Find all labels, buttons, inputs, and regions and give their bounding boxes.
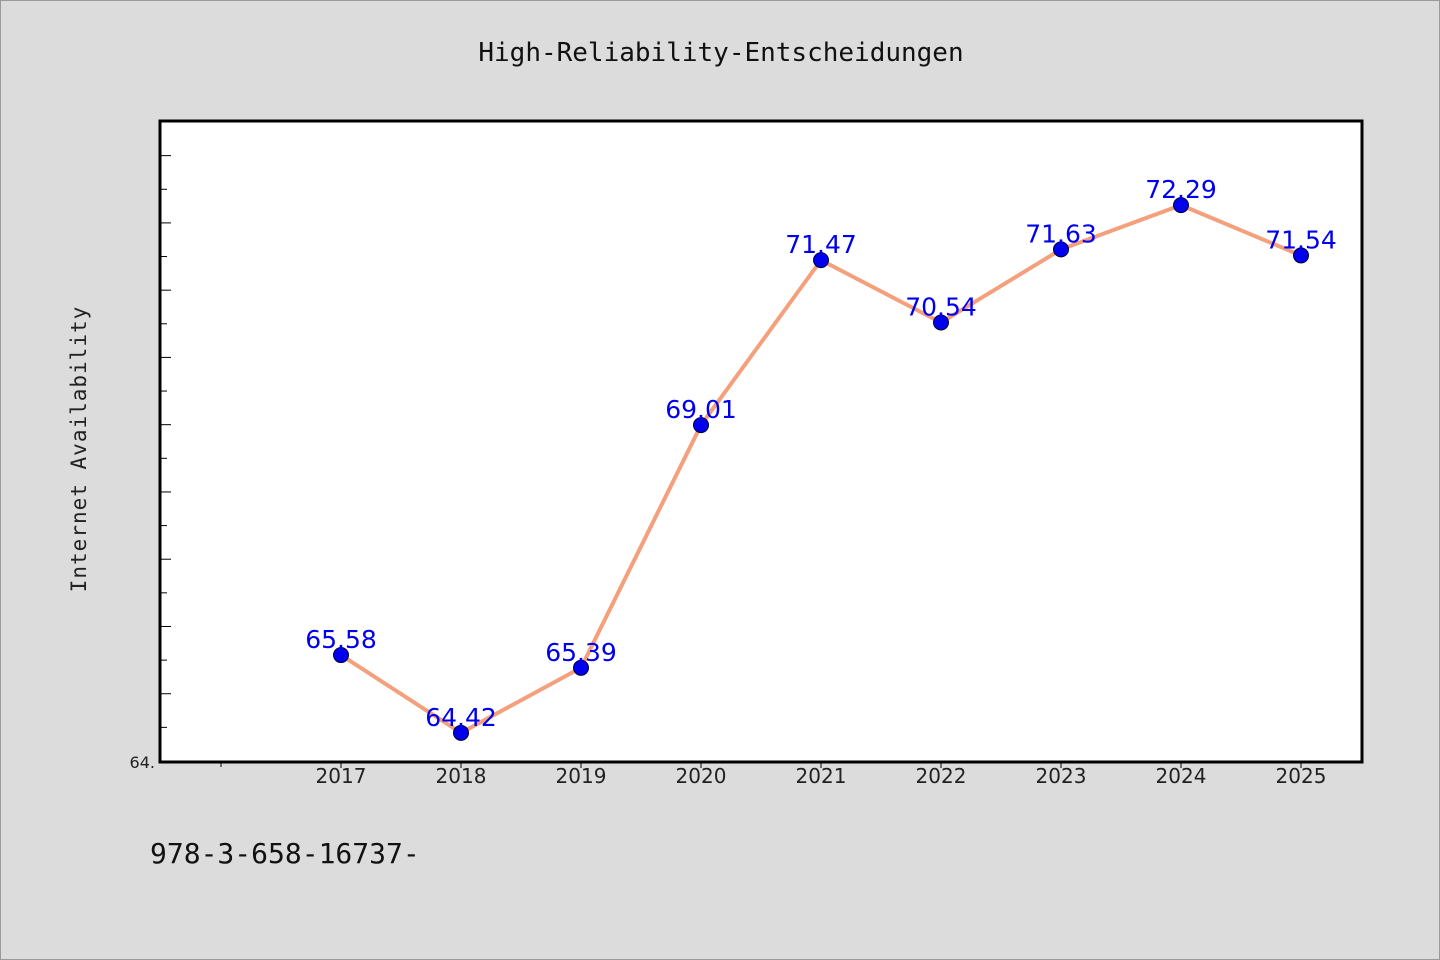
data-point-2022	[933, 314, 949, 331]
data-label-2018: 64.42	[425, 703, 497, 732]
x-tick-label-2025: 2025	[1276, 764, 1327, 788]
y-axis-ticks	[161, 121, 171, 762]
data-label-2020: 69.01	[665, 395, 737, 424]
data-label-2019: 65.39	[545, 638, 617, 667]
data-label-2025: 71.54	[1265, 225, 1337, 254]
plot-area	[158, 119, 1364, 764]
x-tick-label-2021: 2021	[796, 764, 847, 788]
x-tick-label-2020: 2020	[676, 764, 727, 788]
y-tick-label: 64.	[130, 753, 155, 772]
data-label-2021: 71.47	[785, 230, 857, 259]
data-point-2017	[333, 647, 349, 664]
x-tick-label-2018: 2018	[436, 764, 487, 788]
series-layer: 65.58 64.42 65.39 69.01 71.47 70.54 71.63 72.29…	[305, 175, 1337, 741]
data-point-2025	[1293, 247, 1309, 264]
data-label-2023: 71.63	[1025, 219, 1097, 248]
footer-isbn-text: 978-3-658-16737-	[150, 837, 420, 870]
data-point-2024	[1173, 197, 1189, 214]
data-label-2017: 65.58	[305, 625, 377, 654]
chart-title: High-Reliability-Entscheidungen	[478, 38, 963, 68]
x-tick-labels: 2017 2018 2019 2020 2021 2022 2023 2024 2025	[316, 764, 1327, 788]
x-tick-label-2019: 2019	[556, 764, 607, 788]
x-axis-ticks	[220, 762, 1302, 768]
data-point-2020	[693, 417, 709, 434]
data-point-2021	[813, 252, 829, 269]
data-point-2019	[573, 659, 589, 676]
x-tick-label-2017: 2017	[316, 764, 367, 788]
x-tick-label-2024: 2024	[1156, 764, 1207, 788]
data-label-2024: 72.29	[1145, 175, 1217, 204]
y-axis-label: Internet Availability	[67, 306, 91, 593]
data-label-2022: 70.54	[905, 292, 977, 321]
data-point-2023	[1053, 241, 1069, 258]
data-point-2018	[453, 724, 469, 741]
x-tick-label-2022: 2022	[916, 764, 967, 788]
x-tick-label-2023: 2023	[1036, 764, 1087, 788]
